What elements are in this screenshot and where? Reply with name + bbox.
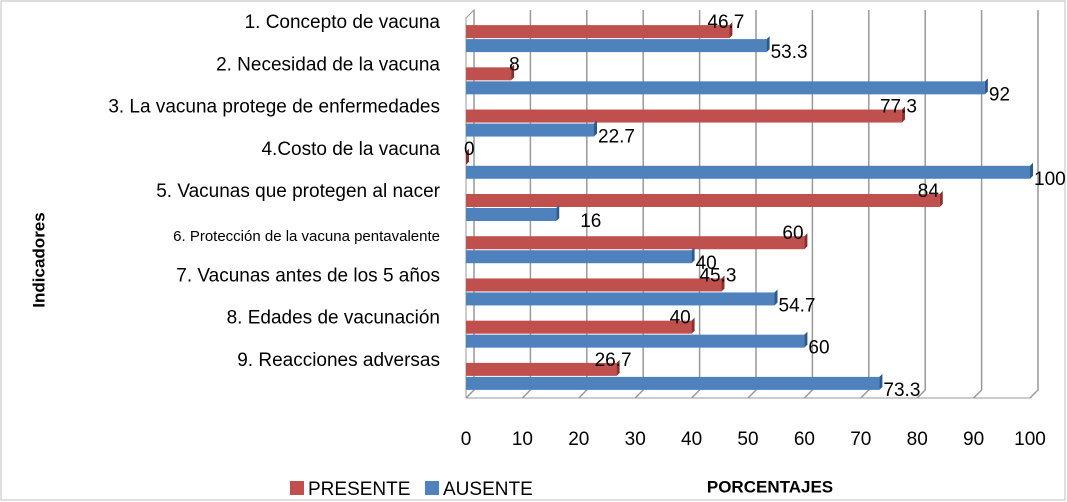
bar — [466, 334, 805, 348]
bar — [466, 194, 940, 207]
data-label: 40 — [696, 253, 717, 274]
data-label: 84 — [918, 181, 940, 202]
legend-label: AUSENTE — [443, 479, 533, 500]
data-label: 40 — [670, 308, 691, 329]
data-label: 100 — [1034, 169, 1066, 190]
y-tick-label: 5. Vacunas que protegen al nacer — [156, 181, 440, 202]
y-tick-label: 3. La vacuna protege de enfermedades — [108, 97, 440, 118]
bar — [466, 320, 692, 334]
bar — [466, 208, 557, 221]
data-label: 8 — [509, 54, 520, 75]
x-tick-label: 40 — [681, 429, 702, 450]
bar-side — [984, 78, 988, 95]
bar — [466, 236, 805, 250]
bar — [466, 362, 617, 376]
x-tick-label: 30 — [625, 429, 646, 450]
bar-side — [901, 106, 905, 123]
x-tick-label: 100 — [1014, 429, 1046, 450]
x-axis-title: PORCENTAJES — [707, 477, 833, 496]
y-tick-label: 8. Edades de vacunación — [227, 308, 440, 329]
data-label: 46.7 — [707, 12, 744, 33]
grid-line — [860, 10, 870, 399]
bar-side — [804, 233, 808, 250]
y-tick-label: 9. Reacciones adversas — [237, 350, 440, 371]
x-tick-label: 80 — [907, 429, 928, 450]
bar-side — [774, 289, 778, 306]
bar-side — [804, 331, 808, 348]
data-label: 60 — [808, 338, 829, 359]
grid-line — [521, 10, 532, 399]
bar — [466, 376, 880, 390]
bar — [466, 292, 775, 306]
bar — [466, 250, 692, 264]
data-label: 60 — [782, 223, 803, 244]
grid-line — [578, 10, 588, 399]
bar-side — [691, 247, 695, 264]
x-tick-label: 50 — [737, 429, 758, 450]
data-label: 77.3 — [880, 97, 917, 118]
legend-swatch — [425, 481, 439, 495]
y-tick-label: 4.Costo de la vacuna — [261, 139, 440, 160]
bar-side — [879, 373, 883, 390]
grid-line — [916, 10, 926, 399]
x-tick-label: 20 — [568, 429, 589, 450]
y-tick-label: 6. Protección de la vacuna pentavalente — [173, 228, 440, 245]
data-label: 54.7 — [779, 295, 816, 316]
data-label: 22.7 — [598, 127, 635, 148]
bar — [466, 165, 1030, 179]
x-tick-label: 60 — [794, 429, 815, 450]
legend-swatch — [290, 481, 304, 495]
data-label: 26.7 — [595, 350, 632, 371]
bar-side — [721, 275, 725, 292]
data-label: 92 — [989, 84, 1010, 105]
grid-line — [691, 10, 701, 399]
grid-line — [465, 10, 475, 399]
bar-side — [616, 359, 620, 376]
x-tick-label: 10 — [512, 429, 533, 450]
bar — [466, 67, 512, 81]
bar-side — [466, 148, 469, 165]
bar — [466, 123, 595, 137]
grid-line — [803, 10, 814, 399]
x-tick-label: 70 — [850, 429, 871, 450]
bar — [466, 25, 730, 39]
data-label: 73.3 — [883, 380, 920, 401]
bar-side — [691, 317, 695, 334]
y-tick-label: 1. Concepto de vacuna — [245, 12, 441, 33]
y-axis-title: Indicadores — [29, 212, 48, 307]
bar — [466, 278, 722, 292]
bar-side — [594, 120, 598, 137]
bar-side — [766, 36, 770, 53]
data-label: 53.3 — [771, 42, 808, 63]
bar-side — [1030, 162, 1033, 179]
bar-side — [556, 205, 560, 221]
x-tick-label: 90 — [963, 429, 984, 450]
grid-line — [634, 10, 644, 399]
grid-line — [1029, 10, 1039, 399]
x-tick-label: 0 — [461, 429, 472, 450]
bar — [466, 39, 767, 53]
data-label: 0 — [464, 139, 475, 160]
bar — [466, 109, 902, 123]
bar-side — [939, 191, 943, 207]
grid-line — [747, 10, 757, 399]
data-label: 16 — [580, 211, 601, 232]
y-tick-label: 2. Necesidad de la vacuna — [216, 54, 440, 75]
grid-line — [973, 10, 983, 399]
bar — [466, 81, 985, 95]
legend-label: PRESENTE — [308, 479, 410, 500]
bar-side — [511, 64, 515, 81]
y-tick-label: 7. Vacunas antes de los 5 años — [176, 265, 440, 286]
bar-side — [729, 22, 733, 39]
data-label: 45.3 — [699, 265, 736, 286]
